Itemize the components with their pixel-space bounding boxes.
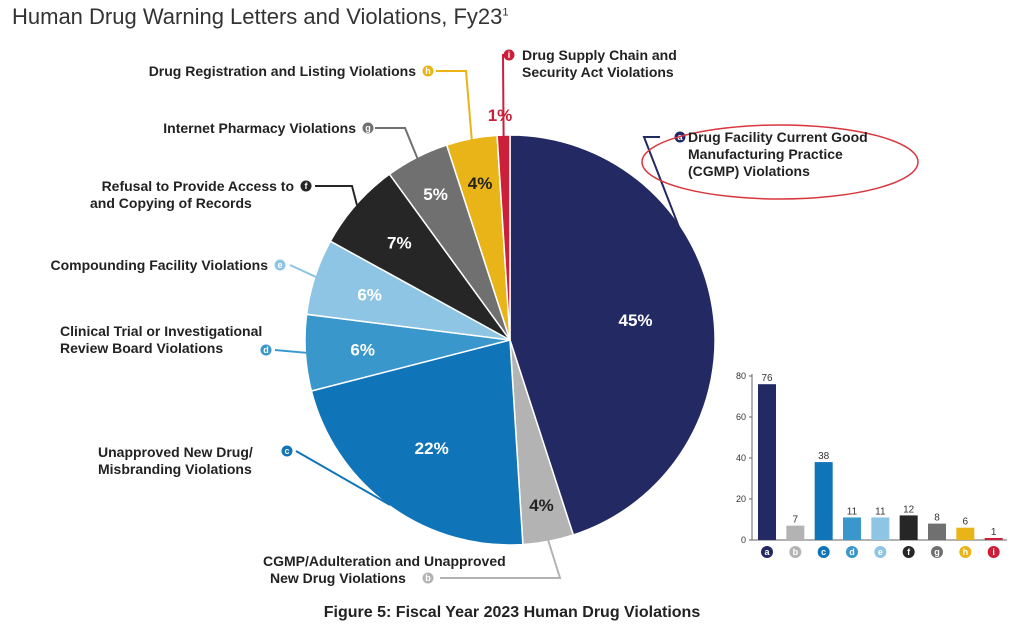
slice-label-f-line2: and Copying of Records [90,195,252,211]
badge-f-letter: f [907,547,911,557]
badge-i-icon [987,546,1000,558]
pie-pct-label-b: 4% [529,496,554,515]
bar-y-tick-label: 40 [736,453,746,463]
leader-line-g [375,127,419,159]
bar-g [928,523,946,540]
slice-label-e: Compounding Facility Violations [50,257,268,273]
bar-value-label-d: 11 [847,506,858,517]
bar-y-tick-label: 20 [736,494,746,504]
badge-e-letter: e [878,547,883,557]
badge-f-icon [300,180,312,192]
badge-i-letter: i [508,50,511,60]
slice-label-h: Drug Registration and Listing Violations [149,63,417,79]
badge-b-icon [422,572,434,584]
slice-label-f-line1: Refusal to Provide Access to [102,178,294,194]
badge-e-letter: e [277,260,282,270]
leader-line-c [295,450,391,506]
bar-value-label-h: 6 [963,517,969,528]
slice-label-i-line2: Security Act Violations [522,64,674,80]
slice-label-a-line2: Manufacturing Practice [688,146,843,162]
pie-slice-c [310,339,524,546]
pie-pct-label-a: 45% [619,311,653,330]
bar-value-label-i: 1 [991,527,997,538]
bar-y-tick-label: 80 [736,371,746,381]
badge-b-letter: b [793,547,799,557]
badge-g-icon [931,546,943,558]
pie-slice-a [509,134,716,536]
pie-pct-label-g: 5% [423,185,448,204]
bar-y-tick-label: 60 [736,412,746,422]
figure-caption: Figure 5: Fiscal Year 2023 Human Drug Vi… [323,604,701,621]
badge-i-icon [503,49,515,61]
leader-line-d [274,349,307,354]
bar-value-label-a: 76 [761,373,773,384]
bar-d [843,517,861,540]
bar-y-tick-label: 0 [741,535,746,545]
pie-pct-label-c: 22% [415,439,449,458]
pie-pct-label-i: 1% [488,106,513,125]
bar-value-label-g: 8 [934,513,940,524]
pie-pct-label-f: 7% [387,233,412,252]
badge-h-icon [422,65,434,77]
pie-pct-label-e: 6% [357,285,382,304]
badge-h-icon [959,546,972,558]
slice-label-i-line1: Drug Supply Chain and [522,47,677,63]
slice-label-b-line2: New Drug Violations [270,570,406,586]
badge-g-letter: g [365,123,371,133]
badge-e-icon [874,546,887,558]
badge-f-icon [902,546,915,558]
bar-h [956,527,975,540]
slice-label-a-line3: (CGMP) Violations [688,163,810,179]
slice-label-c-line1: Unapproved New Drug/ [98,444,253,460]
leader-line-e [289,264,317,278]
bar-value-label-f: 12 [903,504,915,515]
badge-e-icon [274,259,286,271]
leader-line-b [440,540,562,579]
pie-pct-label-h: 4% [468,174,493,193]
bar-value-label-c: 38 [818,451,830,462]
badge-h-letter: h [963,547,969,557]
badge-c-icon [817,546,830,558]
badge-b-letter: b [425,573,431,583]
badge-a-letter: a [764,547,770,557]
badge-i-letter: i [992,547,995,557]
leader-line-h [436,70,473,140]
leader-line-f [315,185,358,206]
badge-g-icon [362,122,374,134]
bar-f [899,515,918,540]
slice-label-a-line1: Drug Facility Current Good [688,129,868,145]
slice-label-g: Internet Pharmacy Violations [163,120,356,136]
badge-d-letter: d [849,547,855,557]
badge-c-letter: c [821,547,826,557]
bar-e [871,517,890,540]
badge-h-letter: h [425,66,431,76]
bar-a [758,384,776,540]
pie-pct-label-d: 6% [350,340,375,359]
badge-c-letter: c [284,446,289,456]
slice-label-b-line1: CGMP/Adulteration and Unapproved [263,553,506,569]
bar-b [786,525,805,540]
badge-d-icon [260,344,272,356]
slice-label-d-line1: Clinical Trial or Investigational [60,323,262,339]
badge-c-icon [281,445,293,457]
slice-label-c-line2: Misbranding Violations [98,461,252,477]
leader-line-a [642,136,712,309]
bar-c [814,462,833,540]
badge-a-icon [761,546,773,558]
badge-d-icon [846,546,858,558]
bar-i [984,537,1003,540]
badge-b-icon [789,546,802,558]
badge-d-letter: d [263,345,269,355]
slice-label-d-line2: Review Board Violations [60,340,223,356]
badge-a-letter: a [677,132,683,142]
bar-value-label-e: 11 [875,506,886,517]
badge-f-letter: f [305,181,309,191]
badge-g-letter: g [934,547,940,557]
bar-value-label-b: 7 [793,515,799,526]
highlight-ellipse [641,124,919,200]
chart-title: Human Drug Warning Letters and Violation… [12,4,509,29]
